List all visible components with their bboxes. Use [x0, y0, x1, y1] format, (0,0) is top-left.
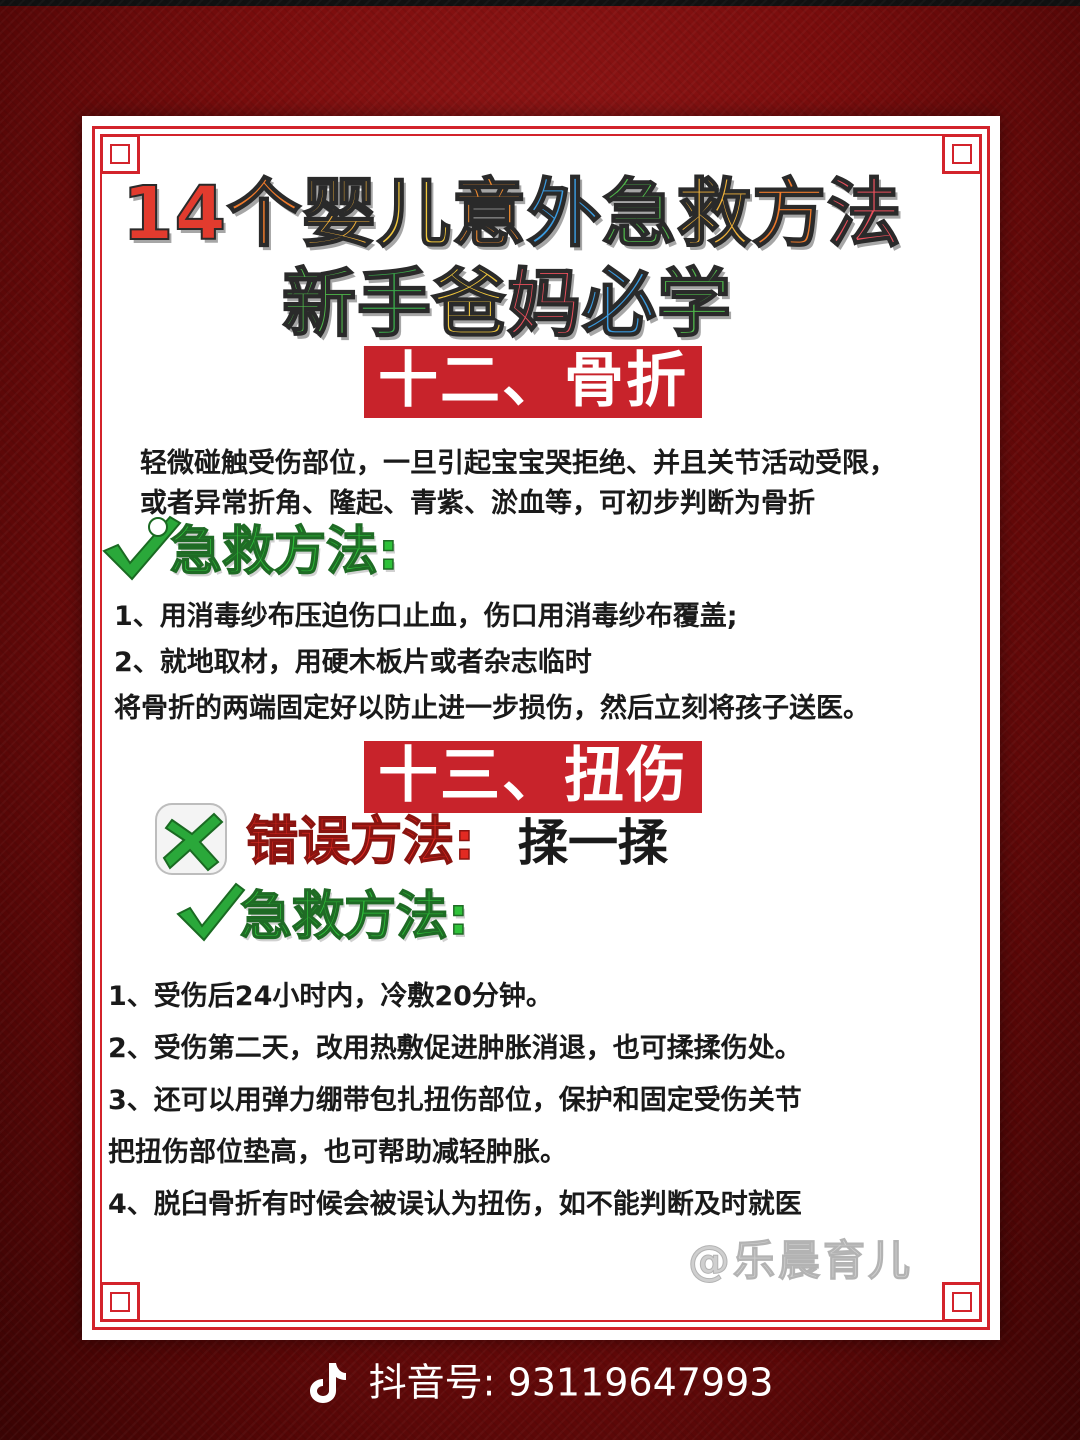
title-line-1: 14个婴儿意外急救方法 [121, 168, 902, 260]
poster-card: 14个婴儿意外急救方法 新手爸妈必学 十二、骨折 轻微碰触受伤部位，一旦引起宝宝… [82, 116, 1000, 1340]
step-item: 3、还可以用弹力绷带包扎扭伤部位，保护和固定受伤关节 [108, 1085, 802, 1116]
title-char: 救 [676, 170, 752, 258]
title-char: 法 [826, 170, 902, 258]
title-char: 个 [226, 170, 302, 258]
footer-id: 93119647993 [507, 1360, 774, 1405]
corner-ornament [100, 1282, 140, 1322]
watermark: @乐晨育儿 [687, 1236, 914, 1286]
corner-ornament [942, 134, 982, 174]
title-char: 婴 [301, 170, 377, 258]
step-item: 把扭伤部位垫高，也可帮助减轻肿胀。 [108, 1137, 567, 1168]
cross-icon [155, 803, 227, 875]
footer-account: 抖音号: 93119647993 [0, 1355, 1080, 1405]
wrong-method-value: 揉一揉 [518, 814, 668, 872]
title-char: 急 [601, 170, 677, 258]
section-12-method-label: 急救方法: [169, 521, 399, 583]
title-char: 意 [451, 170, 527, 258]
step-item: 2、就地取材，用硬木板片或者杂志临时 [114, 647, 592, 678]
description-line: 轻微碰触受伤部位，一旦引起宝宝哭拒绝、并且关节活动受限， [140, 448, 896, 479]
section-13-steps: 1、受伤后24小时内，冷敷20分钟。 2、受伤第二天，改用热敷促进肿胀消退，也可… [108, 971, 802, 1231]
check-icon [176, 882, 246, 942]
title-char: 新 [281, 260, 357, 348]
title-line-2: 新手爸妈必学 [281, 258, 732, 350]
section-12-description: 轻微碰触受伤部位，一旦引起宝宝哭拒绝、并且关节活动受限， 或者异常折角、隆起、青… [140, 444, 896, 524]
step-item: 1、受伤后24小时内，冷敷20分钟。 [108, 981, 553, 1012]
tiktok-icon [309, 1362, 346, 1403]
wrong-method-label: 错误方法: [245, 811, 475, 873]
step-item: 2、受伤第二天，改用热敷促进肿胀消退，也可揉揉伤处。 [108, 1033, 802, 1064]
footer-label: 抖音号: [368, 1360, 496, 1405]
title-char: 妈 [506, 260, 582, 348]
corner-ornament [100, 134, 140, 174]
top-edge [0, 0, 1080, 6]
description-line: 或者异常折角、隆起、青紫、淤血等，可初步判断为骨折 [140, 488, 815, 519]
section-13-method-label: 急救方法: [239, 886, 469, 948]
title-char: 儿 [376, 170, 452, 258]
section-12-header: 十二、骨折 [364, 346, 702, 418]
section-13-header: 十三、扭伤 [364, 741, 702, 813]
title-char: 外 [526, 170, 602, 258]
title-char: 学 [656, 260, 732, 348]
card-frame-outer [92, 126, 990, 1330]
title-char: 爸 [431, 260, 507, 348]
title-char: 必 [581, 260, 657, 348]
step-item: 1、用消毒纱布压迫伤口止血，伤口用消毒纱布覆盖; [114, 601, 738, 632]
title-char: 14 [121, 170, 227, 258]
title-char: 手 [356, 260, 432, 348]
card-frame-inner [100, 134, 982, 1322]
step-item: 将骨折的两端固定好以防止进一步损伤，然后立刻将孩子送医。 [114, 693, 870, 724]
step-item: 4、脱臼骨折有时候会被误认为扭伤，如不能判断及时就医 [108, 1189, 802, 1220]
title-char: 方 [751, 170, 827, 258]
corner-ornament [942, 1282, 982, 1322]
check-icon [102, 515, 182, 581]
section-12-steps: 1、用消毒纱布压迫伤口止血，伤口用消毒纱布覆盖; 2、就地取材，用硬木板片或者杂… [114, 594, 870, 732]
